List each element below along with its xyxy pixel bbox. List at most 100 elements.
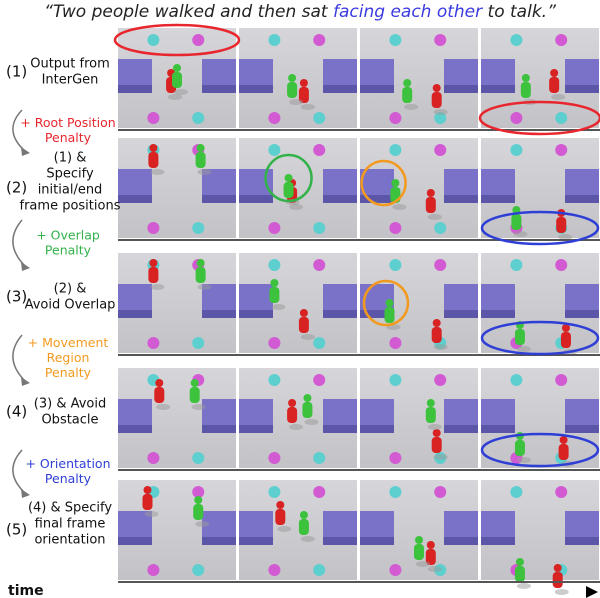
- obstacle-face: [239, 537, 273, 545]
- figure-shadow: [150, 169, 164, 175]
- figure-shadow: [551, 94, 565, 100]
- target-dot: [192, 452, 204, 464]
- obstacle-face: [118, 195, 152, 203]
- penalty-label: + Root Position: [20, 115, 115, 130]
- penalty-label: + Orientation: [25, 456, 110, 471]
- target-dot: [268, 259, 280, 271]
- figure: “Two people walked and then sat facing e…: [0, 0, 600, 598]
- obstacle-face: [360, 85, 394, 93]
- figure-body: [148, 267, 158, 283]
- target-dot: [192, 112, 204, 124]
- obstacle-face: [565, 195, 599, 203]
- figure-shadow: [271, 304, 285, 310]
- figure-shadow: [156, 404, 170, 410]
- target-dot: [147, 564, 159, 576]
- figure-head: [391, 179, 399, 187]
- obstacle-face: [323, 537, 357, 545]
- figure-body: [549, 77, 559, 93]
- title: “Two people walked and then sat facing e…: [44, 2, 556, 22]
- target-dot: [555, 112, 567, 124]
- row-label: Obstacle: [41, 413, 98, 428]
- figure-body: [148, 152, 158, 168]
- target-dot: [389, 144, 401, 156]
- row-label: Avoid Overlap: [25, 298, 116, 313]
- target-dot: [268, 452, 280, 464]
- target-dot: [510, 486, 522, 498]
- target-dot: [192, 564, 204, 576]
- target-dot: [434, 144, 446, 156]
- penalty-label: + Overlap: [36, 228, 100, 243]
- figure-head: [433, 84, 441, 92]
- target-dot: [268, 222, 280, 234]
- obstacle: [239, 169, 273, 195]
- title-text: to talk.”: [482, 2, 556, 22]
- figure-body: [275, 509, 285, 525]
- figure-head: [415, 536, 423, 544]
- row-label: orientation: [34, 533, 105, 548]
- figure-head: [522, 74, 530, 82]
- figure-head: [303, 394, 311, 402]
- target-dot: [389, 259, 401, 271]
- figure-body: [172, 72, 182, 88]
- obstacle: [118, 399, 152, 425]
- target-dot: [389, 452, 401, 464]
- figure-head: [300, 511, 308, 519]
- penalty-label: Region: [47, 350, 90, 365]
- obstacle-face: [202, 310, 236, 318]
- row-label: (2) &: [54, 282, 87, 297]
- figure-shadow: [304, 419, 318, 425]
- figure-body: [193, 504, 203, 520]
- target-dot: [147, 112, 159, 124]
- figure-shadow: [392, 204, 406, 210]
- target-dot: [555, 259, 567, 271]
- obstacle-face: [565, 425, 599, 433]
- figure-head: [560, 436, 568, 444]
- figure-head: [155, 379, 163, 387]
- obstacle: [239, 399, 273, 425]
- figure-body: [515, 440, 525, 456]
- obstacle-face: [239, 195, 273, 203]
- figure-head: [554, 564, 562, 572]
- obstacle-face: [202, 195, 236, 203]
- obstacle: [481, 399, 515, 425]
- obstacle: [360, 59, 394, 85]
- step-arrowhead: [21, 262, 30, 271]
- figure-head: [270, 279, 278, 287]
- target-dot: [434, 486, 446, 498]
- figure-shadow: [301, 536, 315, 542]
- target-dot: [434, 259, 446, 271]
- figure-head: [386, 299, 394, 307]
- obstacle-face: [444, 537, 478, 545]
- step-arrow: [13, 220, 26, 267]
- figure-body: [556, 217, 566, 233]
- figure-head: [433, 429, 441, 437]
- row-number: (5): [6, 521, 27, 539]
- figure-shadow: [555, 589, 569, 595]
- figure-shadow: [434, 344, 448, 350]
- target-dot: [313, 222, 325, 234]
- target-dot: [313, 337, 325, 349]
- figure-head: [550, 69, 558, 77]
- figure-head: [194, 496, 202, 504]
- figure-head: [144, 486, 152, 494]
- step-arrowhead: [21, 147, 30, 156]
- target-dot: [268, 112, 280, 124]
- row-number: (1): [6, 63, 27, 81]
- obstacle: [202, 399, 236, 425]
- target-dot: [389, 34, 401, 46]
- figure-body: [426, 197, 436, 213]
- row-label: frame positions: [20, 199, 121, 214]
- figure-body: [426, 407, 436, 423]
- obstacle: [444, 284, 478, 310]
- figure-head: [427, 189, 435, 197]
- figure-shadow: [428, 424, 442, 430]
- target-dot: [313, 259, 325, 271]
- figure-body: [143, 494, 153, 510]
- target-dot: [555, 374, 567, 386]
- target-dot: [268, 144, 280, 156]
- target-dot: [147, 34, 159, 46]
- obstacle-face: [118, 310, 152, 318]
- target-dot: [268, 34, 280, 46]
- obstacle-face: [481, 85, 515, 93]
- row-label: InterGen: [42, 73, 99, 88]
